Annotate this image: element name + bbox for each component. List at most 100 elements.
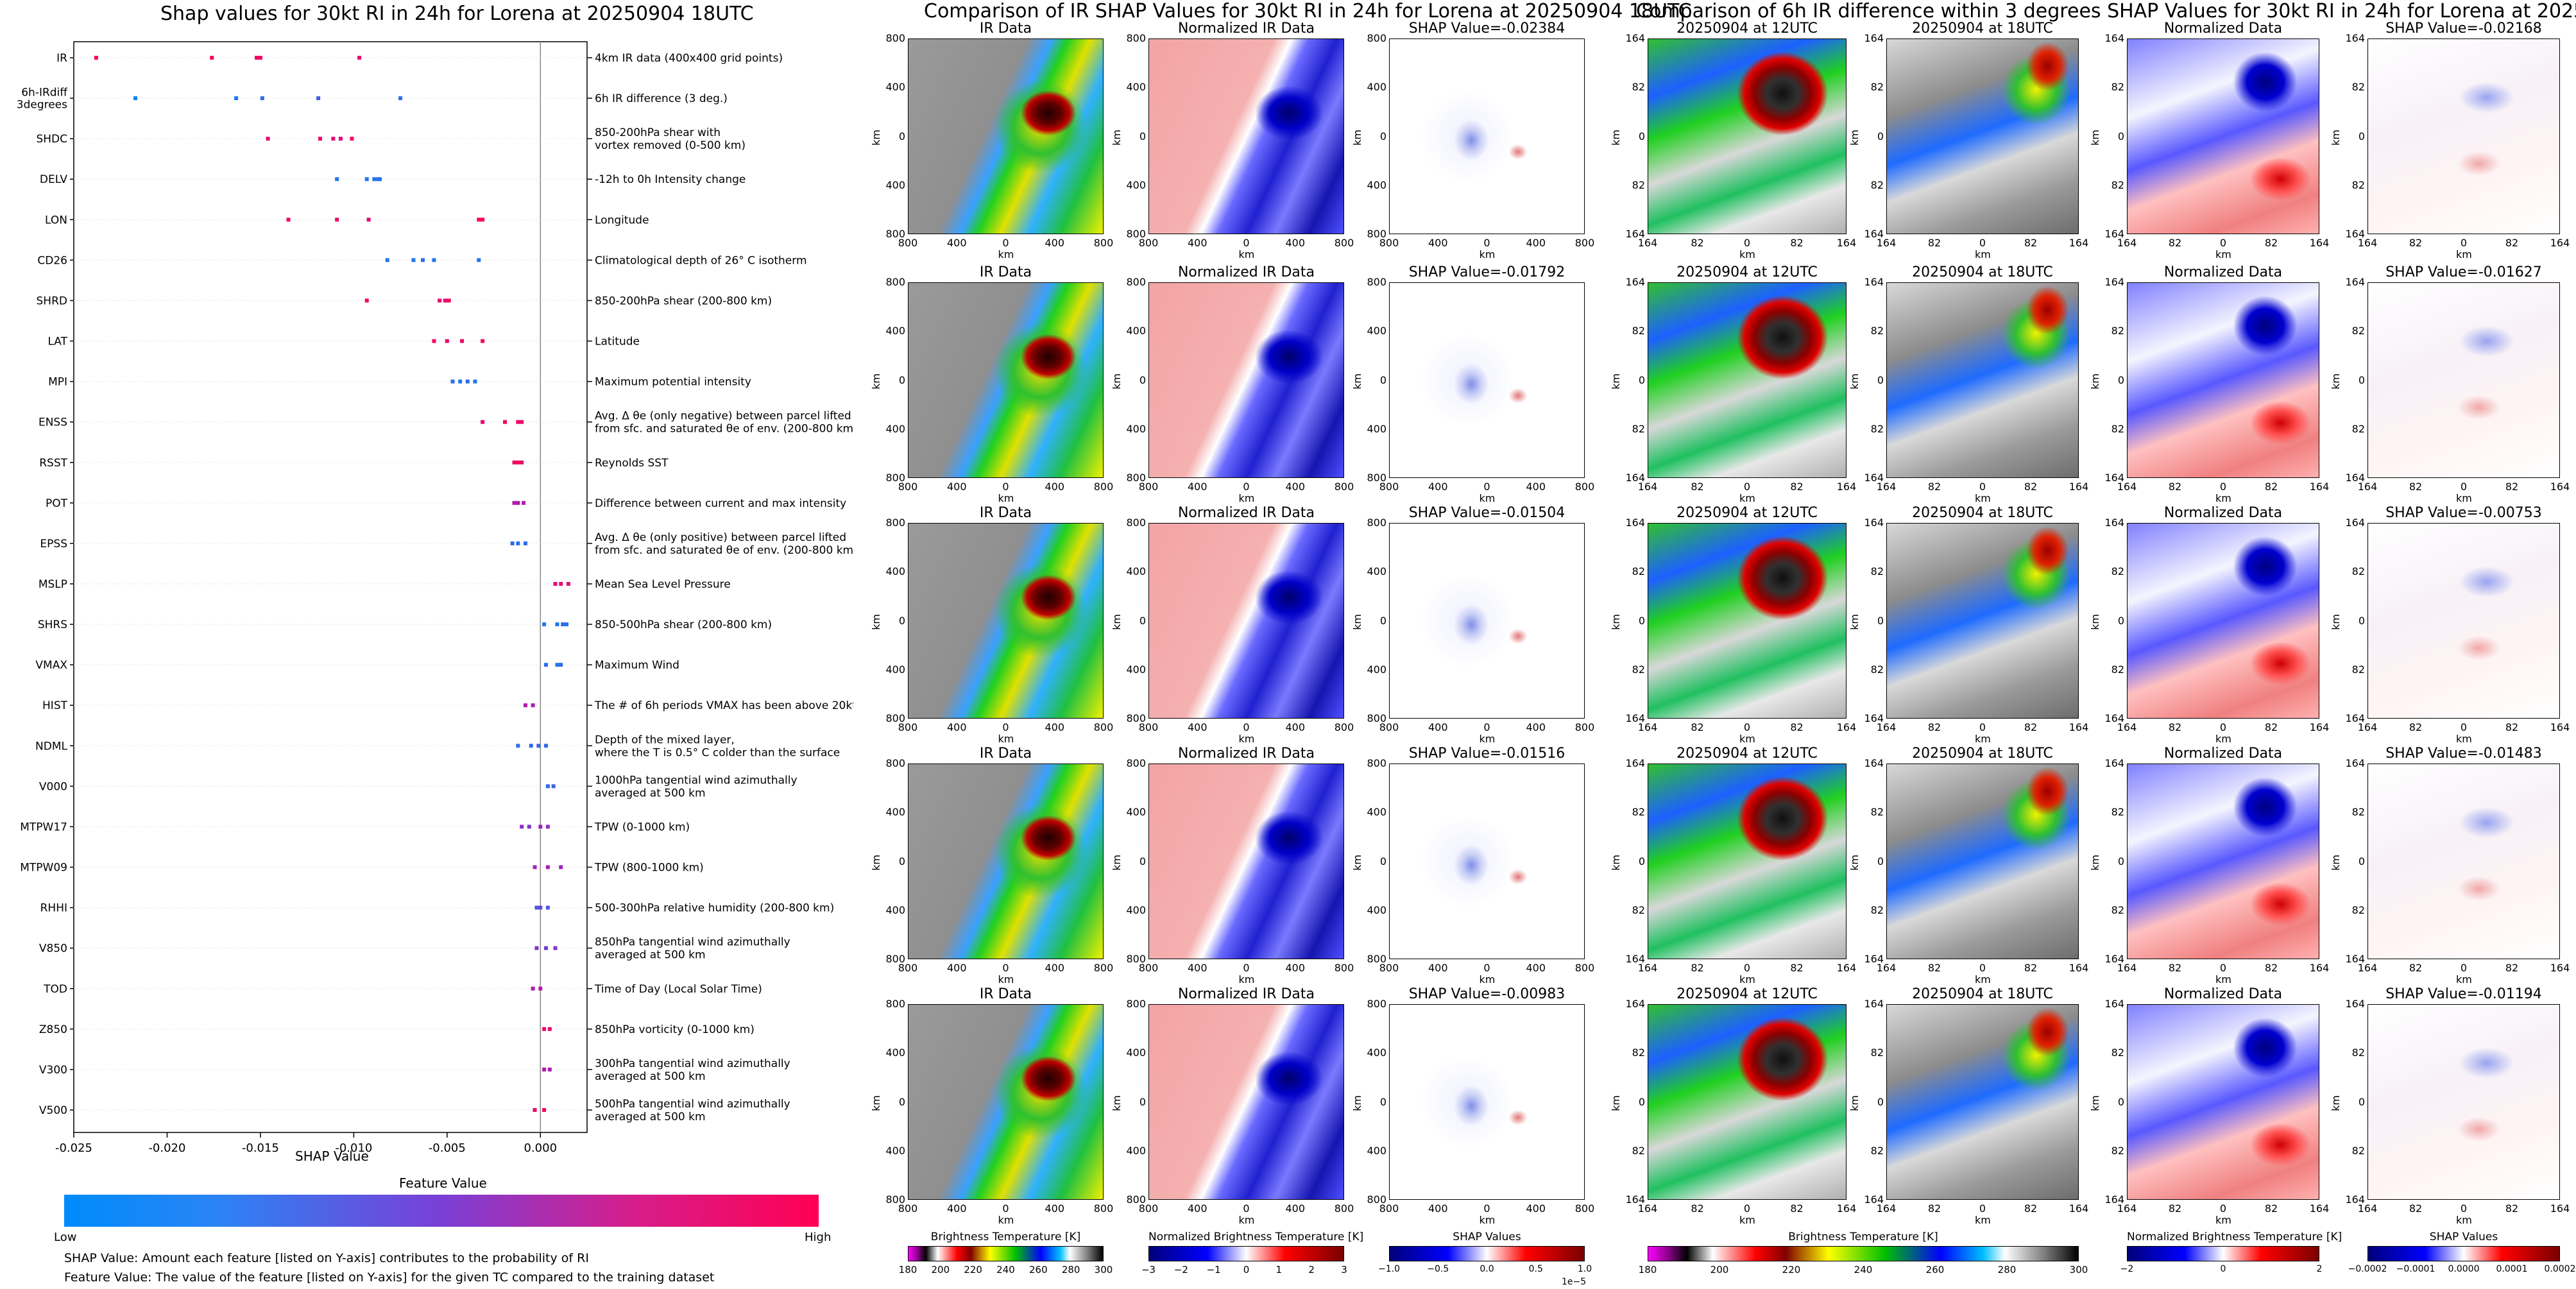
y-tick-label: 800	[1126, 953, 1146, 965]
x-axis-unit: km	[1739, 973, 1755, 986]
shap-point	[559, 582, 563, 586]
colorbar-tick: −0.0001	[2396, 1264, 2435, 1274]
y-tick-label: 82	[1870, 81, 1884, 94]
feature-name: DELV	[40, 173, 67, 186]
x-tick-label: 164	[1637, 237, 1658, 249]
colorbar-tick: 260	[1029, 1264, 1048, 1276]
y-tick-label: 82	[2351, 903, 2365, 916]
colorbar-tick: 1	[1275, 1264, 1283, 1276]
x-tick-label: 400	[946, 237, 967, 249]
y-tick-label: 400	[1126, 422, 1146, 435]
y-tick-label: 82	[2111, 1144, 2124, 1157]
x-tick-label: 400	[1526, 721, 1546, 733]
shap-point	[542, 1067, 547, 1071]
x-tick-label: 400	[1285, 1202, 1306, 1215]
panel-title: 20250904 at 18UTC	[1912, 21, 2053, 37]
x-tick-label: -0.025	[55, 1141, 92, 1155]
x-tick-label: 0	[2219, 721, 2227, 733]
y-tick-label: 164	[1864, 228, 1884, 240]
colorbar-tick: 180	[898, 1264, 917, 1276]
y-tick-label: 0	[1877, 373, 1884, 386]
x-tick-label: 400	[1428, 721, 1448, 733]
x-tick-label: 0	[1243, 237, 1250, 249]
colorbar-tick: 0	[2220, 1264, 2226, 1274]
y-tick-label: 800	[885, 712, 905, 724]
y-tick-label: 400	[885, 178, 905, 191]
satellite-image-ir	[908, 764, 1104, 959]
x-tick-label: 0	[2219, 962, 2227, 974]
y-tick-label: 0	[1877, 130, 1884, 142]
y-tick-label: 800	[1367, 1193, 1386, 1206]
shap-point	[536, 744, 541, 748]
y-tick-label: 164	[2345, 953, 2365, 965]
x-tick-label: 82	[2264, 1202, 2278, 1215]
y-tick-label: 0	[898, 130, 905, 142]
y-axis-unit: km	[2088, 613, 2101, 630]
colorbar-gradient	[1389, 1246, 1585, 1261]
y-tick-label: 82	[2351, 81, 2365, 94]
satellite-image-ir12	[1648, 38, 1847, 234]
y-tick-label: 164	[2345, 998, 2365, 1010]
feature-name: HIST	[42, 699, 68, 712]
x-tick-label: -0.010	[335, 1141, 372, 1155]
shap-point	[477, 218, 481, 222]
panel-title: 20250904 at 12UTC	[1676, 746, 1818, 762]
panel-title: SHAP Value=-0.01194	[2385, 986, 2542, 1002]
y-tick-label: 400	[1126, 903, 1146, 916]
satellite-image-norm	[1148, 38, 1344, 234]
colorbar-tick: 0	[1243, 1264, 1250, 1276]
x-tick-label: 82	[2168, 1202, 2182, 1215]
x-tick-label: 0	[1743, 721, 1751, 733]
x-tick-label: 164	[2357, 237, 2378, 249]
feature-name: LON	[45, 214, 67, 226]
shap-point	[529, 744, 533, 748]
y-tick-label: 164	[1864, 276, 1884, 288]
shap-point	[445, 339, 449, 343]
y-tick-label: 82	[1632, 422, 1645, 435]
x-tick-label: 82	[1927, 962, 1941, 974]
colorbar-tick: 240	[1854, 1264, 1873, 1276]
y-tick-label: 82	[1870, 663, 1884, 676]
x-tick-label: 82	[1927, 481, 1941, 493]
y-tick-label: 400	[1367, 1046, 1386, 1059]
x-tick-label: 0	[2460, 1202, 2468, 1215]
y-tick-label: 82	[2351, 663, 2365, 676]
x-tick-label: 0	[1002, 1202, 1009, 1215]
x-tick-label: 800	[1093, 1202, 1114, 1215]
feature-name: POT	[46, 497, 68, 510]
y-tick-label: 164	[1625, 228, 1645, 240]
x-axis-unit: km	[1975, 1214, 1991, 1226]
shap-point	[331, 137, 336, 141]
x-tick-label: 164	[1836, 721, 1857, 733]
x-tick-label: -0.020	[148, 1141, 185, 1155]
colorbar-title: Feature Value	[399, 1175, 487, 1191]
y-axis-unit: km	[1848, 129, 1861, 146]
feature-name: RHHI	[40, 902, 67, 915]
y-tick-label: 800	[885, 998, 905, 1010]
feature-name: MPI	[48, 376, 67, 389]
panel-title: Normalized IR Data	[1177, 986, 1315, 1002]
x-axis-unit: km	[1479, 248, 1496, 260]
y-tick-label: 82	[1632, 565, 1645, 578]
x-tick-label: 164	[1836, 962, 1857, 974]
shap-point	[555, 663, 559, 667]
shap-point	[447, 298, 451, 303]
x-tick-label: 164	[2117, 962, 2137, 974]
y-axis-unit: km	[1848, 1095, 1861, 1111]
y-tick-label: 0	[1379, 1095, 1386, 1108]
y-tick-label: 400	[885, 1144, 905, 1157]
satellite-image-ir18	[1886, 1004, 2079, 1200]
feature-description: Longitude	[595, 214, 649, 226]
x-tick-label: 82	[2409, 481, 2423, 493]
y-tick-label: 82	[2351, 178, 2365, 191]
y-tick-label: 82	[2111, 903, 2124, 916]
shap-point	[534, 905, 539, 910]
x-tick-label: 0	[1979, 1202, 1986, 1215]
y-tick-label: 400	[1367, 178, 1386, 191]
feature-description: Avg. Δ θe (only negative) between parcel…	[595, 410, 851, 423]
satellite-image-rshap	[2367, 1004, 2560, 1200]
feature-description: 6h IR difference (3 deg.)	[595, 92, 728, 105]
x-tick-label: 800	[1334, 1202, 1354, 1215]
x-tick-label: 400	[946, 962, 967, 974]
feature-name: V850	[39, 943, 67, 955]
